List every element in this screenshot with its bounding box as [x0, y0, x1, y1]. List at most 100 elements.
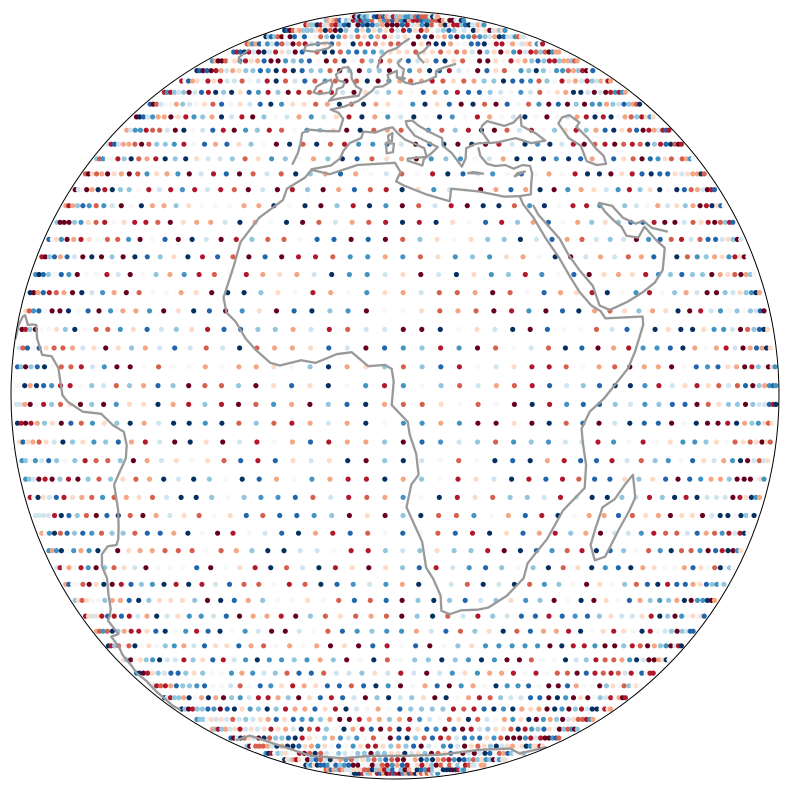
grid-point [555, 683, 561, 689]
grid-point [501, 58, 507, 64]
grid-point [265, 548, 271, 554]
grid-point [523, 187, 529, 193]
grid-point [104, 236, 110, 242]
grid-point [442, 58, 448, 64]
grid-point [290, 683, 296, 689]
grid-point [173, 581, 179, 587]
grid-point [65, 476, 72, 482]
grid-point [191, 141, 197, 147]
grid-point [351, 89, 357, 95]
grid-point [225, 494, 231, 500]
grid-point [541, 290, 547, 296]
coastline-europe [291, 62, 457, 166]
grid-point [374, 89, 380, 95]
grid-point [461, 27, 467, 33]
grid-point [287, 141, 293, 147]
grid-point [143, 219, 149, 225]
grid-point [86, 548, 92, 554]
grid-point [386, 706, 392, 712]
grid-point [254, 439, 260, 445]
grid-point [255, 78, 262, 84]
grid-point [51, 439, 57, 445]
grid-point [570, 716, 577, 723]
grid-point [757, 308, 763, 314]
grid-point [708, 308, 714, 314]
grid-point [424, 762, 430, 768]
grid-point [496, 581, 502, 587]
grid-point [80, 439, 86, 445]
grid-point [753, 290, 759, 296]
grid-point [180, 565, 186, 571]
grid-point [145, 670, 151, 676]
grid-point [493, 187, 499, 193]
grid-point [299, 735, 305, 741]
grid-point [717, 565, 724, 571]
grid-point [65, 308, 72, 314]
grid-point [301, 27, 307, 33]
grid-point [273, 716, 279, 723]
grid-point [349, 565, 355, 571]
grid-point [201, 643, 208, 649]
coastline-denmark-islands [395, 76, 406, 82]
grid-point [344, 383, 350, 389]
grid-point [256, 581, 262, 587]
grid-point [269, 156, 275, 162]
grid-point [383, 187, 389, 193]
grid-point [466, 27, 472, 33]
grid-point [101, 383, 107, 389]
grid-point [721, 203, 727, 209]
grid-point [273, 643, 279, 649]
grid-point [697, 236, 703, 242]
grid-point [546, 171, 552, 177]
grid-point [509, 41, 516, 47]
grid-point [578, 78, 585, 84]
grid-point [383, 27, 389, 33]
grid-point [173, 101, 179, 107]
grid-point [624, 326, 630, 332]
grid-point [734, 420, 740, 426]
grid-point [381, 767, 388, 773]
grid-point [132, 141, 138, 147]
grid-point [34, 420, 40, 426]
grid-point [326, 345, 332, 351]
grid-point [22, 383, 28, 389]
grid-point [533, 68, 539, 74]
grid-point [756, 494, 763, 500]
grid-point [290, 726, 296, 732]
grid-point [363, 439, 369, 445]
grid-point [544, 670, 550, 676]
grid-point [450, 78, 456, 84]
grid-point [361, 750, 367, 756]
grid-point [321, 670, 327, 676]
grid-point [545, 439, 552, 445]
grid-point [307, 364, 313, 370]
grid-point [622, 89, 629, 95]
grid-point [243, 657, 249, 663]
grid-point [756, 290, 763, 296]
grid-point [730, 494, 736, 500]
grid-point [251, 49, 257, 55]
grid-point [679, 271, 685, 278]
grid-point [279, 127, 285, 133]
grid-point [693, 364, 699, 370]
grid-point [713, 548, 719, 554]
grid-point [382, 458, 388, 464]
grid-point [202, 383, 208, 389]
grid-point [153, 156, 159, 162]
grid-point [737, 290, 743, 296]
grid-point [190, 78, 196, 84]
grid-point [713, 494, 720, 500]
grid-point [301, 757, 307, 763]
grid-point [697, 581, 703, 587]
grid-point [53, 236, 60, 242]
grid-point [611, 156, 617, 162]
grid-point [46, 290, 52, 296]
grid-point [416, 565, 422, 571]
grid-point [365, 743, 371, 749]
grid-point [675, 308, 681, 314]
grid-point [404, 735, 410, 741]
grid-point [593, 326, 600, 332]
grid-point [111, 290, 117, 296]
grid-point [312, 34, 318, 40]
grid-point [261, 114, 267, 120]
